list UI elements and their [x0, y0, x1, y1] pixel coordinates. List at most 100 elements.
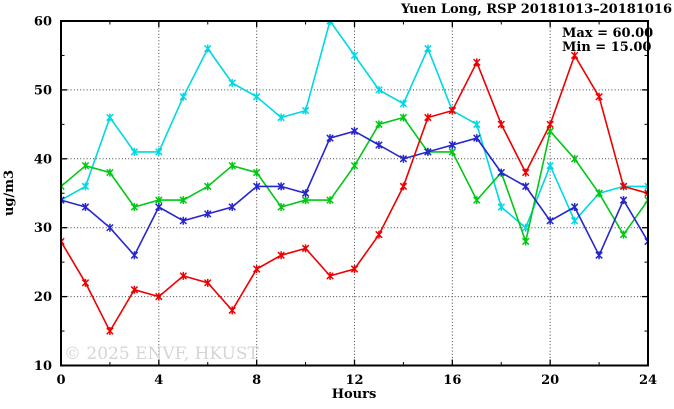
red-series-path	[61, 53, 648, 333]
cyan-series-marker	[277, 113, 285, 122]
blue-series-marker	[204, 209, 212, 218]
cyan-series-marker	[399, 99, 408, 108]
red-series-marker	[228, 306, 236, 315]
red-series-marker	[399, 182, 408, 191]
cyan-series-marker	[179, 92, 188, 101]
green-series-marker	[277, 203, 285, 212]
red-series-marker	[619, 182, 628, 191]
red-series-marker	[375, 230, 383, 239]
blue-series-marker	[521, 182, 530, 191]
blue-series-marker	[106, 223, 114, 232]
red-series-marker	[595, 92, 603, 101]
green-series-marker	[644, 196, 648, 205]
green-series-marker	[448, 147, 457, 156]
min-annotation: Min = 15.00	[562, 40, 651, 55]
red-series-marker	[448, 106, 457, 115]
x-tick-label: 0	[56, 373, 65, 388]
blue-series-marker	[497, 168, 505, 177]
red-series-marker	[106, 327, 114, 336]
x-tick-label: 4	[154, 373, 163, 388]
cyan-series-marker	[644, 182, 648, 191]
blue-series-marker	[277, 182, 285, 191]
red-series-marker	[179, 271, 188, 280]
blue-series-marker	[228, 203, 236, 212]
blue-series-marker	[155, 203, 163, 212]
cyan-series-marker	[301, 106, 310, 115]
green-series-marker	[326, 196, 334, 205]
green-series-marker	[179, 196, 188, 205]
red-series-marker	[204, 278, 212, 287]
red-series-marker	[497, 120, 505, 129]
green-series-marker	[228, 161, 236, 170]
green-series-marker	[81, 161, 90, 170]
red-series-marker	[252, 265, 261, 274]
green-series-marker	[61, 182, 65, 191]
red-series-marker	[130, 285, 139, 294]
blue-series-marker	[399, 154, 408, 163]
blue-series-marker	[130, 251, 139, 260]
cyan-series-marker	[130, 147, 139, 156]
red-series-marker	[644, 189, 648, 198]
cyan-series-line	[61, 21, 648, 232]
green-series-marker	[350, 161, 359, 170]
x-axis-label: Hours	[332, 387, 377, 402]
blue-series-marker	[473, 134, 481, 143]
blue-series-marker	[252, 182, 261, 191]
blue-series-marker	[619, 196, 628, 205]
green-series-marker	[106, 168, 114, 177]
cyan-series-marker	[155, 147, 163, 156]
blue-series-marker	[326, 134, 334, 143]
red-series-marker	[155, 292, 163, 301]
cyan-series-marker	[326, 21, 334, 25]
gridlines	[61, 21, 648, 366]
y-axis-label: ug/m3	[2, 170, 17, 216]
red-series-marker	[81, 278, 90, 287]
cyan-series-marker	[204, 44, 212, 53]
tick-labels: 0 4 8 12 16 20 24 10 20 30 40 50 60	[34, 15, 657, 389]
data-series	[61, 21, 648, 336]
cyan-series-marker	[228, 79, 236, 88]
watermark: © 2025 ENVF, HKUST	[64, 344, 259, 364]
cyan-series-marker	[570, 216, 579, 225]
blue-series-marker	[644, 237, 648, 246]
blue-series-marker	[61, 196, 65, 205]
green-series-marker	[130, 203, 139, 212]
red-series-marker	[570, 51, 579, 60]
cyan-series-marker	[473, 120, 481, 129]
blue-series-line	[61, 127, 648, 260]
y-tick-label: 60	[34, 15, 52, 30]
blue-series-marker	[179, 216, 188, 225]
red-series-marker	[326, 271, 334, 280]
blue-series-marker	[81, 203, 90, 212]
red-series-marker	[301, 244, 310, 253]
green-series-marker	[252, 168, 261, 177]
blue-series-marker	[301, 189, 310, 198]
green-series-marker	[301, 196, 310, 205]
green-series-marker	[521, 237, 530, 246]
blue-series-marker	[546, 216, 554, 225]
blue-series-marker	[350, 127, 359, 136]
x-tick-label: 20	[541, 373, 559, 388]
cyan-series-marker	[81, 182, 90, 191]
red-series-marker	[424, 113, 432, 122]
blue-series-marker	[375, 141, 383, 150]
green-series-marker	[204, 182, 212, 191]
green-series-marker	[570, 154, 579, 163]
y-tick-label: 20	[34, 290, 52, 305]
x-tick-label: 8	[252, 373, 261, 388]
green-series-marker	[473, 196, 481, 205]
x-tick-label: 16	[443, 373, 461, 388]
cyan-series-marker	[350, 51, 359, 60]
blue-series-marker	[595, 251, 603, 260]
y-tick-label: 10	[34, 359, 52, 374]
cyan-series-marker	[546, 161, 554, 170]
red-series-line	[61, 51, 648, 336]
red-series-marker	[546, 120, 554, 129]
x-tick-label: 12	[345, 373, 363, 388]
blue-series-marker	[424, 147, 432, 156]
green-series-marker	[399, 113, 408, 122]
cyan-series-marker	[497, 203, 505, 212]
red-series-marker	[350, 265, 359, 274]
